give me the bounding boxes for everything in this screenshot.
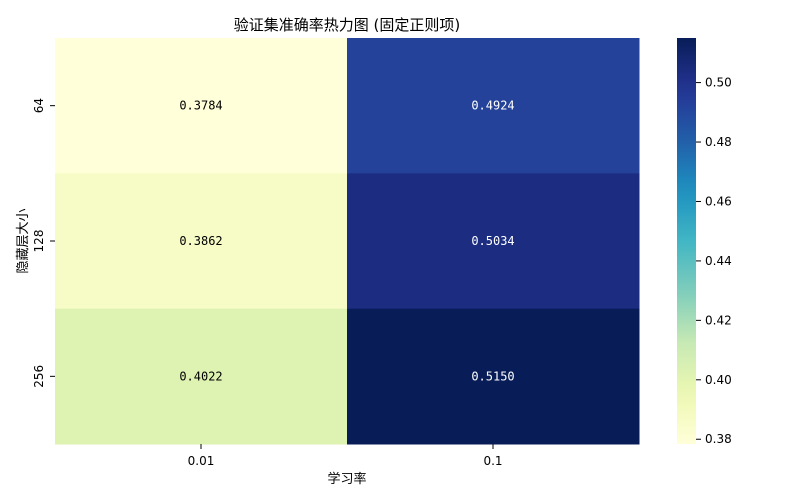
- x-tick-label: 0.1: [483, 454, 502, 468]
- x-tick-label: 0.01: [188, 454, 215, 468]
- colorbar-tick-label: 0.38: [705, 432, 732, 446]
- heatmap-cell: [55, 173, 348, 310]
- colorbar-tick-label: 0.42: [705, 313, 732, 327]
- heatmap-cell: [55, 38, 348, 174]
- cell-value-label: 0.4022: [179, 369, 222, 383]
- chart-title: 验证集准确率热力图 (固定正则项): [234, 16, 460, 34]
- cell-value-label: 0.4924: [471, 99, 514, 113]
- heatmap-cell: [55, 308, 348, 445]
- heatmap-cells: [55, 38, 640, 445]
- colorbar-tick-label: 0.50: [705, 76, 732, 90]
- heatmap-cell: [347, 173, 640, 310]
- x-axis-label: 学习率: [327, 471, 366, 487]
- cell-value-label: 0.3784: [179, 99, 222, 113]
- colorbar: [677, 38, 696, 444]
- y-axis-ticks: 64 128 256: [32, 98, 55, 388]
- cell-value-label: 0.3862: [179, 234, 222, 248]
- x-axis-ticks: 0.01 0.1: [188, 444, 503, 468]
- y-tick-label: 256: [32, 365, 46, 388]
- colorbar-tick-label: 0.48: [705, 135, 732, 149]
- colorbar-tick-label: 0.44: [705, 254, 732, 268]
- heatmap-cell-labels: 0.3784 0.4924 0.3862 0.5034 0.4022 0.5150: [179, 99, 514, 384]
- heatmap-cell: [347, 308, 640, 445]
- colorbar-tick-label: 0.46: [705, 194, 732, 208]
- y-axis-label: 隐藏层大小: [16, 208, 31, 273]
- cell-value-label: 0.5034: [471, 234, 514, 248]
- y-tick-label: 128: [32, 230, 46, 253]
- y-tick-label: 64: [32, 98, 46, 113]
- heatmap-cell: [347, 38, 640, 174]
- colorbar-ticks: 0.38 0.40 0.42 0.44 0.46 0.48 0.50: [696, 76, 732, 446]
- cell-value-label: 0.5150: [471, 369, 514, 383]
- colorbar-tick-label: 0.40: [705, 373, 732, 387]
